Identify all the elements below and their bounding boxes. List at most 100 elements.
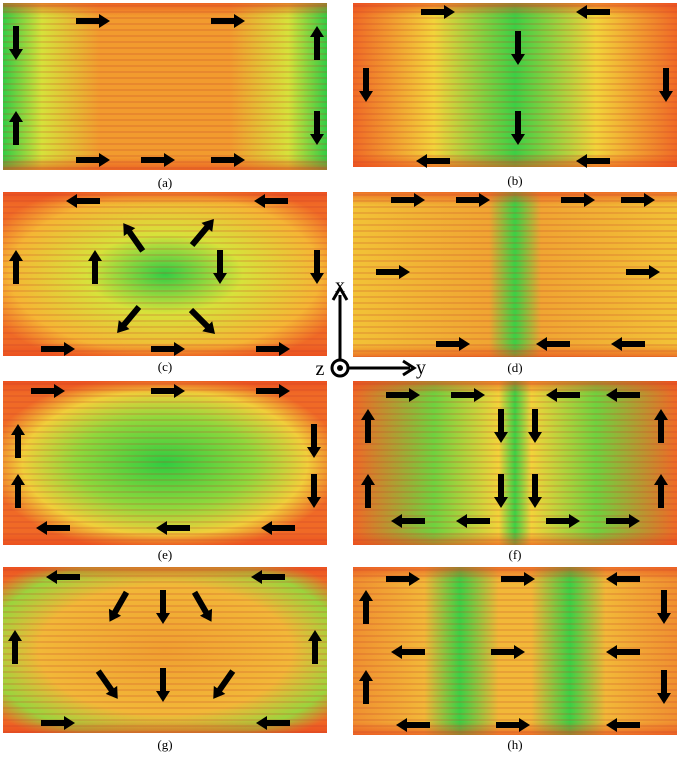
arrow (359, 68, 373, 102)
arrow (359, 590, 373, 624)
arrow (117, 305, 142, 334)
arrow (546, 514, 580, 528)
arrow (31, 384, 65, 398)
arrow (626, 265, 660, 279)
arrow (156, 668, 170, 702)
arrow (191, 590, 213, 622)
x-label: x (335, 275, 345, 297)
arrow (657, 590, 671, 624)
arrow (436, 337, 470, 351)
arrow (9, 250, 23, 284)
panel (353, 192, 677, 357)
arrow (256, 384, 290, 398)
arrow (254, 194, 288, 208)
arrow (310, 111, 324, 145)
arrow (310, 26, 324, 60)
panel (353, 567, 677, 735)
arrow (654, 474, 668, 508)
arrow (606, 388, 640, 402)
arrow (416, 154, 450, 168)
panels (3, 3, 677, 735)
arrow (9, 26, 23, 60)
arrow (386, 388, 420, 402)
arrow (256, 342, 290, 356)
arrow (151, 342, 185, 356)
arrow (494, 474, 508, 508)
arrow (188, 307, 216, 335)
panel-label: (h) (507, 737, 522, 752)
arrow (491, 645, 525, 659)
arrow (456, 514, 490, 528)
arrow (8, 630, 22, 664)
arrow (11, 424, 25, 458)
arrow (376, 265, 410, 279)
arrow (561, 193, 595, 207)
arrow (251, 570, 285, 584)
x-arrowhead (331, 285, 349, 301)
arrow (654, 409, 668, 443)
arrow (76, 14, 110, 28)
panel (3, 381, 327, 545)
arrow (606, 514, 640, 528)
arrow (108, 590, 130, 622)
arrow (213, 250, 227, 284)
arrow (307, 474, 321, 508)
y-arrowhead (402, 359, 417, 377)
panel-label: (e) (158, 547, 172, 562)
panel (3, 567, 327, 733)
field-lines (353, 3, 677, 167)
arrow (511, 31, 525, 65)
panel (3, 3, 327, 170)
arrow (391, 193, 425, 207)
arrow (211, 153, 245, 167)
arrow (359, 670, 373, 704)
panel (353, 381, 677, 545)
arrow (421, 5, 455, 19)
arrow (76, 153, 110, 167)
arrow (88, 250, 102, 284)
arrow (261, 521, 295, 535)
field-lines (3, 192, 327, 356)
arrow (386, 572, 420, 586)
arrow (41, 716, 75, 730)
arrow (189, 218, 214, 247)
y-label: y (416, 357, 426, 379)
arrow (621, 193, 655, 207)
arrow (41, 342, 75, 356)
arrow (576, 154, 610, 168)
arrow (9, 111, 23, 145)
arrow (391, 514, 425, 528)
panel-label: (c) (158, 359, 172, 374)
panel-label: (b) (507, 173, 522, 188)
arrow (211, 14, 245, 28)
arrow (576, 5, 610, 19)
arrow (536, 337, 570, 351)
z-label: z (316, 358, 325, 380)
arrow (256, 716, 290, 730)
arrow (657, 670, 671, 704)
arrow (307, 424, 321, 458)
panel (353, 3, 677, 168)
arrow (310, 250, 324, 284)
field-lines (3, 3, 327, 170)
arrow (213, 669, 236, 699)
arrow (361, 474, 375, 508)
panel-label: (a) (158, 175, 172, 190)
arrow (496, 718, 530, 732)
arrow (66, 194, 100, 208)
panel-label: (d) (507, 360, 522, 375)
arrow (456, 193, 490, 207)
arrow (528, 409, 542, 443)
arrow (611, 337, 645, 351)
arrow (141, 153, 175, 167)
arrow (396, 718, 430, 732)
arrow (46, 570, 80, 584)
arrow (494, 409, 508, 443)
arrow (308, 630, 322, 664)
arrow (361, 409, 375, 443)
arrow (528, 474, 542, 508)
arrow (156, 521, 190, 535)
z-dot (337, 365, 343, 371)
panel-label: (g) (157, 737, 172, 752)
